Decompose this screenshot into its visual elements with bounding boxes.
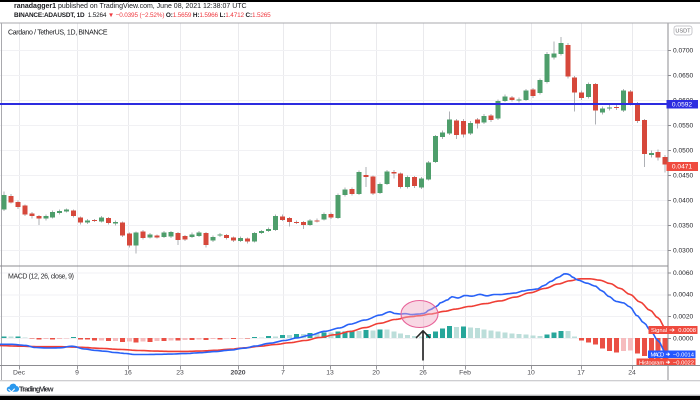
svg-text:−0.0022: −0.0022: [673, 360, 694, 366]
svg-text:17: 17: [577, 370, 585, 377]
svg-text:0.0450: 0.0450: [673, 172, 694, 179]
svg-text:0.0471: 0.0471: [672, 164, 693, 171]
svg-text:0.0040: 0.0040: [673, 292, 694, 299]
svg-text:0.0592: 0.0592: [672, 101, 693, 108]
svg-text:20: 20: [372, 370, 380, 377]
svg-text:2020: 2020: [230, 370, 245, 377]
svg-text:0.0020: 0.0020: [673, 314, 694, 321]
svg-text:−0.0014: −0.0014: [673, 352, 695, 358]
svg-text:Signal: Signal: [651, 328, 667, 334]
svg-text:7: 7: [281, 370, 285, 377]
svg-text:0.0350: 0.0350: [673, 222, 694, 229]
svg-text:10: 10: [527, 370, 535, 377]
svg-text:Feb: Feb: [459, 370, 471, 377]
svg-text:0.0650: 0.0650: [673, 72, 694, 79]
svg-text:13: 13: [326, 370, 334, 377]
svg-text:Dec: Dec: [13, 370, 26, 377]
svg-text:0.0300: 0.0300: [673, 247, 694, 254]
svg-text:MACD: MACD: [651, 352, 665, 358]
svg-text:16: 16: [124, 370, 132, 377]
svg-text:0.0000: 0.0000: [673, 335, 694, 342]
svg-text:Histogram: Histogram: [639, 360, 664, 366]
svg-text:0.0400: 0.0400: [673, 197, 694, 204]
svg-text:MACD (12, 26, close, 9): MACD (12, 26, close, 9): [8, 274, 74, 281]
svg-text:0.0700: 0.0700: [673, 47, 694, 54]
svg-text:0.0008: 0.0008: [678, 328, 696, 334]
svg-text:23: 23: [176, 370, 184, 377]
svg-text:0.0500: 0.0500: [673, 147, 694, 154]
svg-text:0.0060: 0.0060: [673, 270, 694, 277]
svg-text:0.0550: 0.0550: [673, 122, 694, 129]
svg-text:9: 9: [75, 370, 79, 377]
svg-text:24: 24: [628, 370, 636, 377]
svg-text:TradingView: TradingView: [19, 384, 54, 393]
svg-text:Cardano / TetherUS, 1D, BINANC: Cardano / TetherUS, 1D, BINANCE: [8, 30, 108, 37]
svg-text:USDT: USDT: [675, 29, 691, 35]
svg-text:26: 26: [419, 370, 427, 377]
